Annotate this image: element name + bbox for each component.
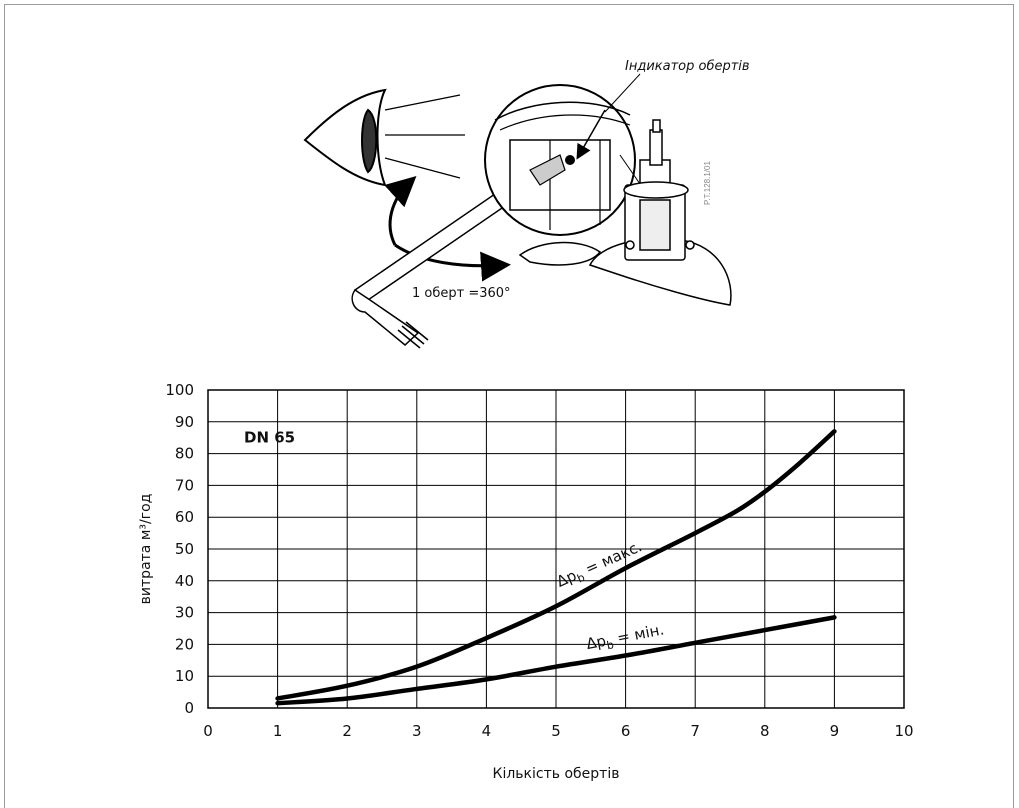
indicator-leader: [604, 73, 641, 113]
rotation-arrow-right: [394, 243, 511, 282]
x-tick-label: 1: [273, 722, 283, 740]
indicator-label: Індикатор обертів: [625, 59, 750, 74]
y-tick-label: 80: [175, 445, 194, 463]
x-tick-label: 10: [894, 722, 913, 740]
y-tick-label: 60: [175, 508, 194, 526]
figure-code: P.T.128.1/01: [703, 161, 712, 205]
series-line-min: [275, 615, 837, 706]
y-tick-label: 0: [184, 699, 194, 717]
chart-series: [275, 429, 837, 706]
chart-grid: [207, 389, 905, 709]
x-tick-label: 0: [203, 722, 213, 740]
valve-adjustment-illustration: Індикатор обертів 1 оберт =360° P.T.128.…: [303, 59, 750, 349]
series-line-max: [275, 429, 837, 701]
hex-key-icon: [351, 168, 542, 349]
x-axis-label: Кількість обертів: [493, 766, 620, 782]
y-tick-label: 90: [175, 413, 194, 431]
y-tick-label: 40: [175, 572, 194, 590]
y-axis-label: витрата м³/год: [138, 494, 154, 605]
valve-icon: [518, 119, 732, 306]
y-tick-label: 50: [175, 540, 194, 558]
eye-icon: [303, 88, 465, 187]
chart-title: DN 65: [244, 429, 295, 447]
rotation-arrow-up: [384, 175, 417, 246]
y-tick-label: 30: [175, 604, 194, 622]
y-tick-label: 10: [175, 667, 194, 685]
magnifier-detail: [484, 84, 636, 236]
y-tick-label: 20: [175, 635, 194, 653]
x-tick-label: 5: [551, 722, 561, 740]
plot-frame: [207, 389, 905, 709]
x-tick-label: 9: [830, 722, 840, 740]
y-tick-label: 70: [175, 476, 194, 494]
x-tick-label: 3: [412, 722, 422, 740]
y-tick-label: 100: [165, 381, 194, 399]
rotation-label: 1 оберт =360°: [412, 286, 511, 301]
x-tick-label: 8: [760, 722, 770, 740]
x-tick-label: 7: [690, 722, 700, 740]
x-tick-label: 6: [621, 722, 631, 740]
x-tick-label: 2: [342, 722, 352, 740]
x-tick-label: 4: [482, 722, 492, 740]
